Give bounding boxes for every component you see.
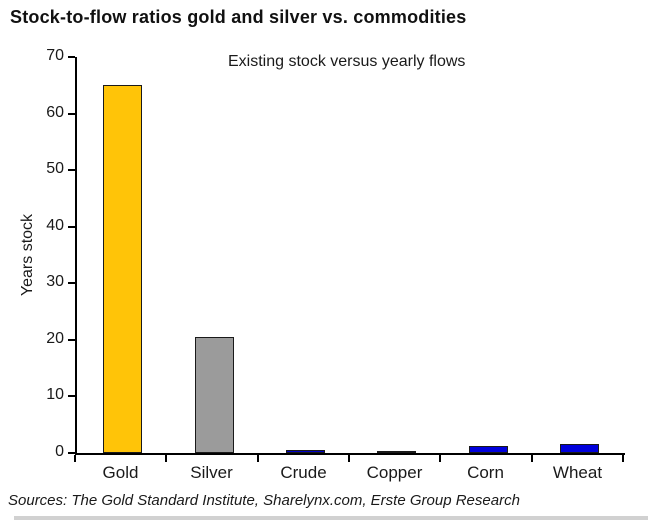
y-axis-tick-label: 20 <box>46 329 64 347</box>
x-axis-tick <box>622 455 624 462</box>
y-axis-tick <box>68 112 75 115</box>
y-axis-tick-label: 60 <box>46 103 64 121</box>
x-axis-category-label: Corn <box>467 463 504 482</box>
x-axis-tick <box>165 455 167 462</box>
x-axis-tick <box>531 455 533 462</box>
bar-silver <box>195 337 234 453</box>
x-axis-category-label: Gold <box>102 463 139 482</box>
y-axis-tick <box>68 169 75 172</box>
y-axis-tick <box>68 395 75 398</box>
bar-wheat <box>560 444 599 453</box>
y-axis-tick-label: 70 <box>46 47 64 64</box>
y-axis-tick <box>68 56 75 58</box>
x-axis-tick <box>348 455 350 462</box>
bar-crude <box>286 450 325 453</box>
y-axis-tick-label: 30 <box>46 273 64 291</box>
y-axis-tick-label: 50 <box>46 160 64 178</box>
x-axis-tick <box>74 455 76 462</box>
source-note: Sources: The Gold Standard Institute, Sh… <box>8 492 520 509</box>
bar-gold <box>103 85 142 453</box>
scan-artifact-strip <box>14 516 648 520</box>
bar-corn <box>469 446 508 453</box>
y-axis-tick-label: 10 <box>46 386 64 404</box>
chart-subtitle: Existing stock versus yearly flows <box>228 53 466 70</box>
x-axis-tick <box>439 455 441 462</box>
y-axis-tick <box>68 338 75 341</box>
y-axis-tick <box>68 452 75 454</box>
chart-title: Stock-to-flow ratios gold and silver vs.… <box>10 7 467 27</box>
x-axis-category-label: Silver <box>190 463 233 482</box>
bar-copper <box>377 451 416 453</box>
y-axis-tick <box>68 282 75 285</box>
x-axis-tick <box>257 455 259 462</box>
plot-area <box>75 57 625 455</box>
y-axis-tick <box>68 225 75 228</box>
y-axis-tick-label: 40 <box>46 216 64 234</box>
x-axis-category-label: Crude <box>280 463 327 482</box>
x-axis-category-label: Wheat <box>552 463 603 482</box>
x-axis-category-label: Copper <box>366 463 423 482</box>
y-axis-tick-label: 0 <box>55 443 64 460</box>
